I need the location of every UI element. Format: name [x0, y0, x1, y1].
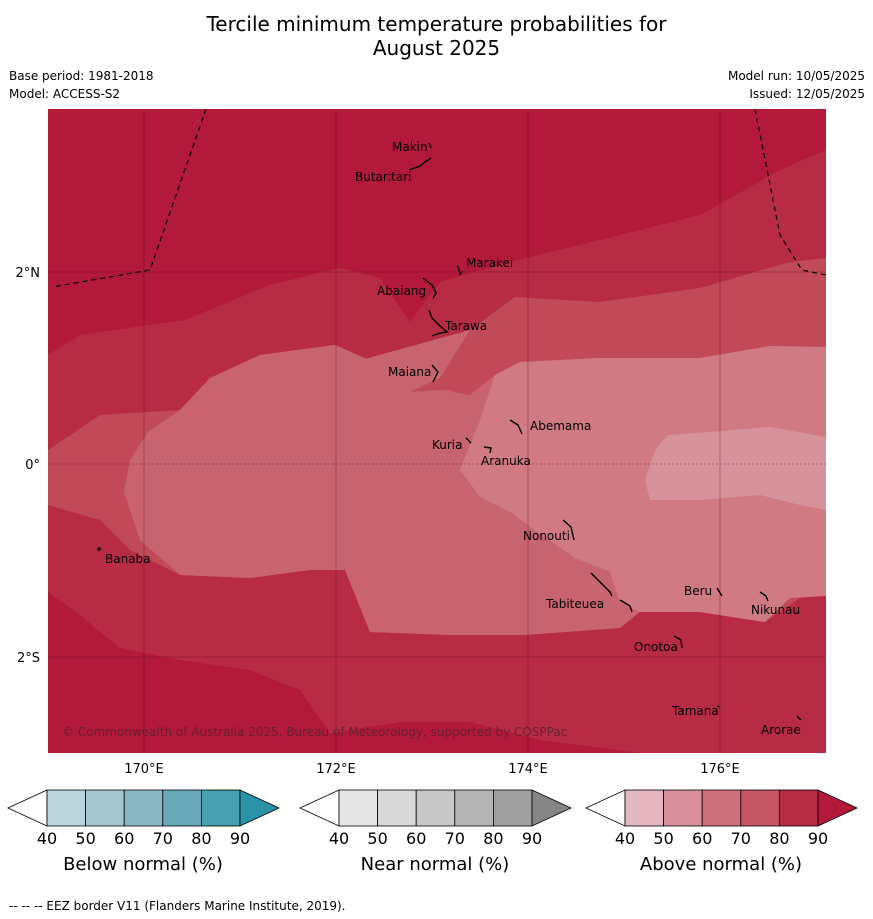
- colorbar-over-extend: [817, 789, 858, 827]
- colorbar-1: 40 50 60 70 80 90: [299, 789, 572, 848]
- colorbar-tick: 90: [808, 829, 828, 848]
- colorbar-tick: 60: [692, 829, 712, 848]
- meta-right: Model run: 10/05/2025 Issued: 12/05/2025: [728, 67, 865, 103]
- colorbar-tick: 90: [230, 829, 250, 848]
- colorbar-segment: [377, 789, 417, 827]
- colorbar-under-extend: [299, 789, 340, 827]
- meta-left: Base period: 1981-2018 Model: ACCESS-S2: [9, 67, 154, 103]
- lat-label: 2°S: [17, 651, 40, 666]
- eez-borders: [51, 109, 826, 288]
- colorbar-segment: [200, 789, 241, 827]
- issued-date: Issued: 12/05/2025: [749, 87, 865, 101]
- title-line-1: Tercile minimum temperature probabilitie…: [206, 12, 667, 36]
- gridlines: [48, 109, 826, 753]
- colorbar-tick: 40: [329, 829, 349, 848]
- colorbar-tick: 50: [367, 829, 387, 848]
- colorbar-segment: [415, 789, 456, 827]
- copyright-text: © Commonwealth of Australia 2025, Bureau…: [62, 725, 567, 739]
- place-label-abemama: Abemama: [530, 419, 591, 433]
- colorbar-segment: [46, 789, 86, 827]
- colorbar-tick: 60: [406, 829, 426, 848]
- colorbar-segment: [123, 789, 164, 827]
- model-run: Model run: 10/05/2025: [727, 69, 865, 83]
- place-label-aranuka: Aranuka: [481, 454, 531, 468]
- contour-40-50: [645, 427, 826, 510]
- colorbar-segment: [454, 789, 494, 827]
- colorbar-over-extend: [239, 789, 280, 827]
- colorbar-under-extend: [7, 789, 48, 827]
- colorbar-segment: [162, 789, 202, 827]
- base-period: Base period: 1981-2018: [9, 69, 154, 83]
- colorbar-2: 40 50 60 70 80 90: [585, 789, 858, 848]
- place-label-nonouti: Nonouti: [523, 529, 570, 543]
- place-label-tabiteuea: Tabiteuea: [545, 597, 604, 611]
- colorbar-under-extend: [585, 789, 626, 827]
- lat-label: 0°: [25, 458, 40, 473]
- lat-label: 2°N: [16, 266, 41, 281]
- title-line-2: August 2025: [372, 36, 501, 60]
- colorbar-tick: 80: [191, 829, 211, 848]
- lon-label: 172°E: [316, 762, 356, 777]
- colorbar-tick: 60: [114, 829, 134, 848]
- place-label-makin: Makin: [392, 140, 428, 154]
- place-label-abaiang: Abaiang: [377, 284, 426, 298]
- colorbar-tick: 80: [769, 829, 789, 848]
- colorbars: 40 50 60 70 80 90 40 50 60 70 80 90 40 50 60 70 80 90: [7, 789, 858, 848]
- map-title: Tercile minimum temperature probabilitie…: [0, 12, 873, 60]
- place-label-tarawa: Tarawa: [444, 319, 487, 333]
- colorbar-label-below: Below normal (%): [63, 854, 223, 875]
- colorbar-segment: [85, 789, 125, 827]
- colorbar-tick: 80: [483, 829, 503, 848]
- colorbar-0: 40 50 60 70 80 90: [7, 789, 280, 848]
- place-label-maiana: Maiana: [388, 365, 431, 379]
- eez-footer-note: -- -- -- EEZ border V11 (Flanders Marine…: [9, 899, 346, 913]
- colorbar-tick: 50: [75, 829, 95, 848]
- map-area: Makin Butaritari Marakei Abaiang Tarawa Maian…: [48, 109, 826, 753]
- colorbar-segment: [779, 789, 819, 827]
- contour-60-70-b: [124, 345, 640, 635]
- colorbar-segment: [701, 789, 742, 827]
- colorbar-segment: [624, 789, 664, 827]
- colorbar-label-near: Near normal (%): [360, 854, 510, 875]
- lat-axis-labels: 2°N 0° 2°S: [16, 266, 41, 666]
- place-label-marakei: Marakei: [466, 256, 513, 270]
- colorbar-tick: 90: [522, 829, 542, 848]
- colorbar-tick: 70: [445, 829, 465, 848]
- place-label-kuria: Kuria: [432, 438, 463, 452]
- colorbar-segment: [492, 789, 533, 827]
- colorbar-label-above: Above normal (%): [639, 854, 803, 875]
- lon-label: 176°E: [700, 762, 740, 777]
- place-label-arorae: Arorae: [761, 723, 801, 737]
- colorbar-tick: 50: [653, 829, 673, 848]
- place-labels: Makin Butaritari Marakei Abaiang Tarawa Maian…: [105, 140, 801, 737]
- colorbar-tick: 70: [731, 829, 751, 848]
- colorbar-segment: [338, 789, 378, 827]
- place-label-onotoa: Onotoa: [634, 640, 678, 654]
- island-outlines: [97, 142, 802, 721]
- place-label-banaba: Banaba: [105, 552, 151, 566]
- place-label-nikunau: Nikunau: [751, 603, 800, 617]
- lon-axis-labels: 170°E 172°E 174°E 176°E: [124, 762, 740, 777]
- colorbar-tick: 70: [153, 829, 173, 848]
- colorbar-over-extend: [531, 789, 572, 827]
- place-label-tamana: Tamana: [671, 704, 719, 718]
- lon-label: 174°E: [508, 762, 548, 777]
- place-label-butaritari: Butaritari: [355, 170, 412, 184]
- colorbar-tick: 40: [37, 829, 57, 848]
- colorbar-segment: [740, 789, 780, 827]
- colorbar-segment: [663, 789, 703, 827]
- colorbar-tick: 40: [615, 829, 635, 848]
- place-label-beru: Beru: [684, 584, 712, 598]
- contour-50-60: [460, 346, 826, 622]
- lon-label: 170°E: [124, 762, 164, 777]
- model-name: Model: ACCESS-S2: [9, 87, 121, 101]
